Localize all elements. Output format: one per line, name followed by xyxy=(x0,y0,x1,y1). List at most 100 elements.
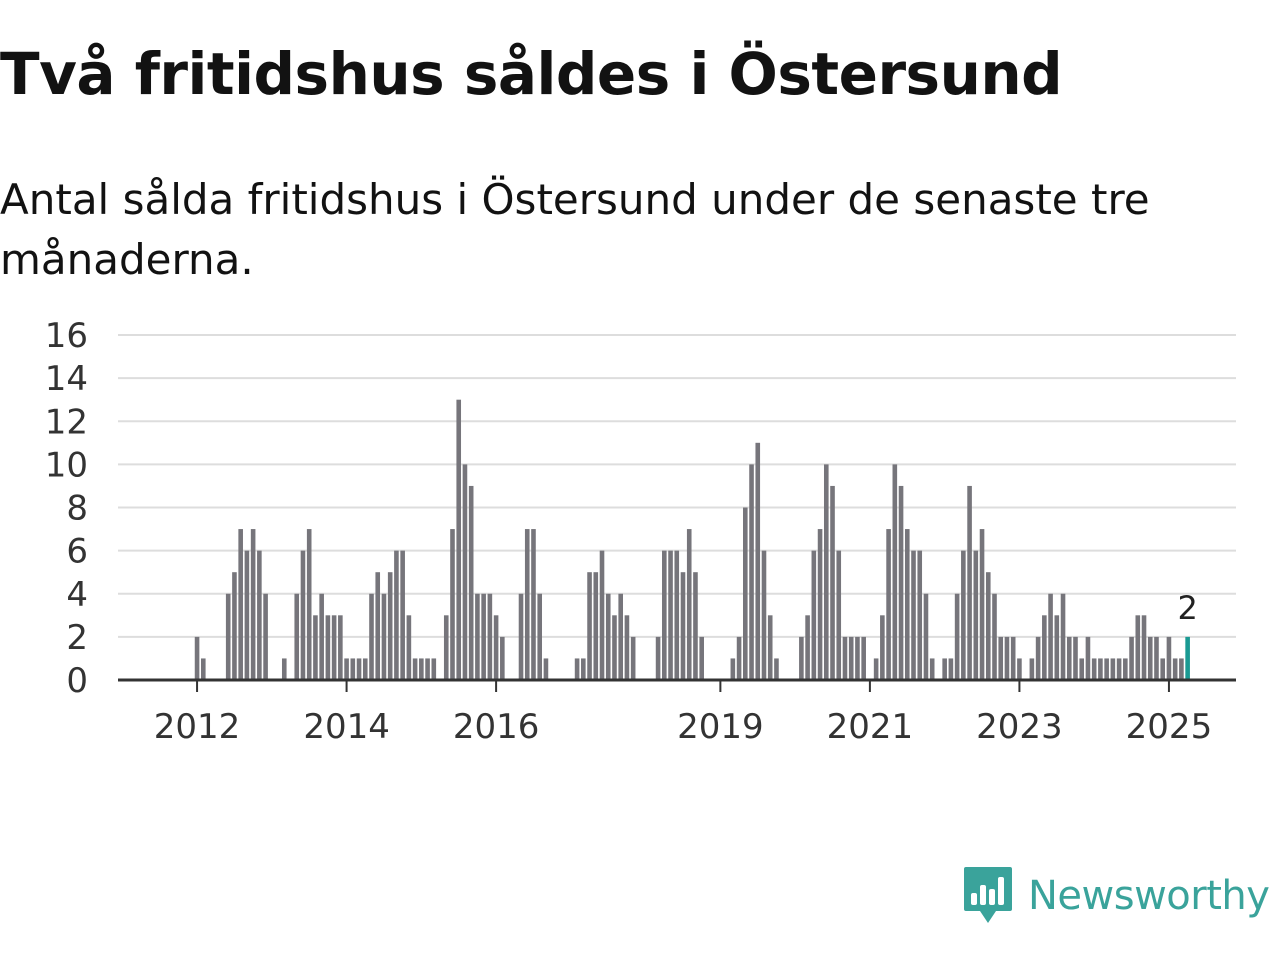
bar xyxy=(431,658,437,680)
bar xyxy=(954,593,960,680)
bar xyxy=(1147,636,1153,681)
bar xyxy=(300,550,306,681)
data-label-latest: 2 xyxy=(1177,589,1197,627)
bar xyxy=(369,593,374,680)
bar xyxy=(1110,658,1116,680)
bar xyxy=(456,399,462,680)
bar xyxy=(1116,658,1122,680)
bar xyxy=(412,658,418,680)
bar xyxy=(1073,636,1078,681)
bar xyxy=(1054,615,1060,680)
bar xyxy=(811,550,817,681)
bar xyxy=(1098,658,1103,680)
bar xyxy=(655,636,661,681)
brand: Newsworthy xyxy=(962,864,1270,928)
bar xyxy=(468,485,474,680)
bar xyxy=(836,550,842,681)
bar xyxy=(1085,636,1091,681)
bar xyxy=(805,615,810,680)
bar xyxy=(257,550,262,681)
bar xyxy=(1141,615,1147,680)
bar xyxy=(244,550,250,681)
bar xyxy=(400,550,405,681)
bar xyxy=(350,658,356,680)
bar xyxy=(743,507,748,680)
y-tick-label: 16 xyxy=(45,316,88,356)
bar xyxy=(518,593,524,680)
bar xyxy=(923,593,929,680)
y-tick-label: 12 xyxy=(45,402,88,442)
bar xyxy=(325,615,331,680)
bar xyxy=(599,550,605,681)
bar xyxy=(624,615,630,680)
bar xyxy=(481,593,486,680)
bar xyxy=(612,615,617,680)
bar xyxy=(1017,658,1022,680)
bar xyxy=(1172,658,1178,680)
bar xyxy=(880,615,885,680)
brand-name: Newsworthy xyxy=(1028,873,1270,919)
bar xyxy=(630,636,636,681)
bar xyxy=(1135,615,1141,680)
x-tick-label: 2025 xyxy=(1126,707,1213,747)
y-tick-label: 6 xyxy=(66,532,88,572)
bar xyxy=(194,636,200,681)
bar xyxy=(587,572,592,680)
bar xyxy=(500,636,505,681)
bar xyxy=(674,550,680,681)
x-axis: 2012 2014 2016 2019 2021 2023 2025 xyxy=(154,680,1212,747)
bar xyxy=(487,593,493,680)
bar xyxy=(618,593,623,680)
bar xyxy=(475,593,480,680)
bar xyxy=(531,529,536,680)
bar xyxy=(774,658,779,680)
bar xyxy=(755,442,761,680)
bar xyxy=(1079,658,1085,680)
bar xyxy=(344,658,349,680)
bar xyxy=(1066,636,1072,681)
bar xyxy=(462,464,468,681)
bar xyxy=(979,529,985,680)
bar xyxy=(680,572,686,680)
bar xyxy=(1129,636,1134,681)
bar xyxy=(749,464,754,681)
y-tick-label: 14 xyxy=(45,359,88,399)
y-tick-label: 2 xyxy=(66,618,88,658)
bar xyxy=(394,550,399,681)
bar xyxy=(375,572,381,680)
bar xyxy=(842,636,848,681)
bar xyxy=(929,658,935,680)
bar xyxy=(1123,658,1128,680)
bar xyxy=(225,593,231,680)
data-labels: 2 xyxy=(1177,589,1197,627)
y-tick-label: 4 xyxy=(66,575,88,615)
bar xyxy=(668,550,673,681)
bar xyxy=(823,464,829,681)
bar xyxy=(730,658,736,680)
bar xyxy=(387,572,393,680)
bar xyxy=(1010,636,1016,681)
bar xyxy=(605,593,611,680)
bar xyxy=(892,464,898,681)
bar xyxy=(1179,658,1184,680)
bar xyxy=(1060,593,1066,680)
bar xyxy=(425,658,430,680)
bar xyxy=(886,529,891,680)
bar-highlight xyxy=(1185,636,1190,681)
bar xyxy=(356,658,362,680)
bar xyxy=(767,615,773,680)
bar xyxy=(331,615,337,680)
x-tick-label: 2014 xyxy=(303,707,390,747)
x-tick-label: 2012 xyxy=(154,707,241,747)
bar xyxy=(992,593,997,680)
bar xyxy=(443,615,449,680)
bar xyxy=(799,636,804,681)
bar xyxy=(942,658,947,680)
bar xyxy=(493,615,499,680)
bar xyxy=(736,636,742,681)
bar xyxy=(699,636,704,681)
x-tick-label: 2019 xyxy=(677,707,764,747)
bar xyxy=(830,485,835,680)
